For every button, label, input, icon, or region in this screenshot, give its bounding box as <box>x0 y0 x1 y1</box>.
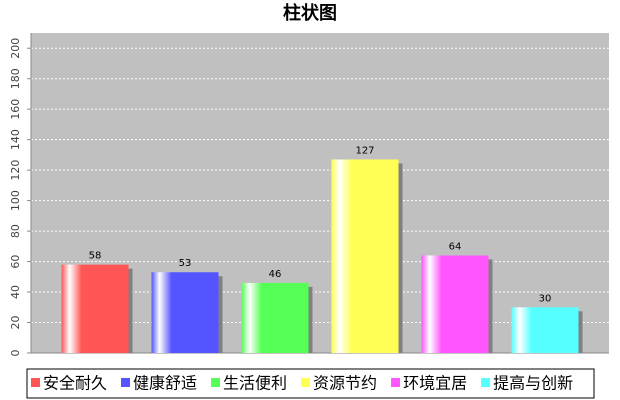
value-label: 64 <box>449 241 462 252</box>
value-label: 127 <box>355 145 374 156</box>
bar <box>151 272 219 353</box>
y-tick-label: 60 <box>9 255 22 269</box>
y-tick-label: 40 <box>9 285 22 299</box>
value-label: 30 <box>539 293 552 304</box>
legend-swatch <box>211 378 221 387</box>
legend-swatch <box>301 378 311 387</box>
chart-title: 柱状图 <box>283 2 337 24</box>
bar <box>331 159 399 353</box>
legend-swatch <box>391 378 401 387</box>
y-tick-label: 200 <box>9 38 22 59</box>
bar <box>421 255 489 353</box>
legend-swatch <box>481 378 491 387</box>
bar <box>241 282 309 353</box>
bar <box>511 307 579 353</box>
y-tick-label: 120 <box>9 160 22 181</box>
value-label: 53 <box>179 258 192 269</box>
legend-label: 提高与创新 <box>493 374 573 393</box>
y-tick-label: 180 <box>9 68 22 89</box>
legend-label: 生活便利 <box>223 374 287 393</box>
legend-swatch <box>121 378 131 387</box>
legend-label: 安全耐久 <box>43 374 107 393</box>
y-tick-label: 160 <box>9 99 22 120</box>
legend-swatch <box>31 378 40 387</box>
value-label: 46 <box>269 269 282 280</box>
y-tick-label: 140 <box>9 129 22 150</box>
y-tick-label: 20 <box>9 316 22 330</box>
y-tick-label: 100 <box>9 190 22 211</box>
legend-label: 资源节约 <box>313 374 377 393</box>
legend-label: 环境宜居 <box>403 374 467 393</box>
y-tick-label: 80 <box>9 224 22 238</box>
y-tick-label: 0 <box>9 350 22 357</box>
legend-label: 健康舒适 <box>133 374 197 393</box>
bar <box>61 264 129 353</box>
value-label: 58 <box>89 251 102 262</box>
